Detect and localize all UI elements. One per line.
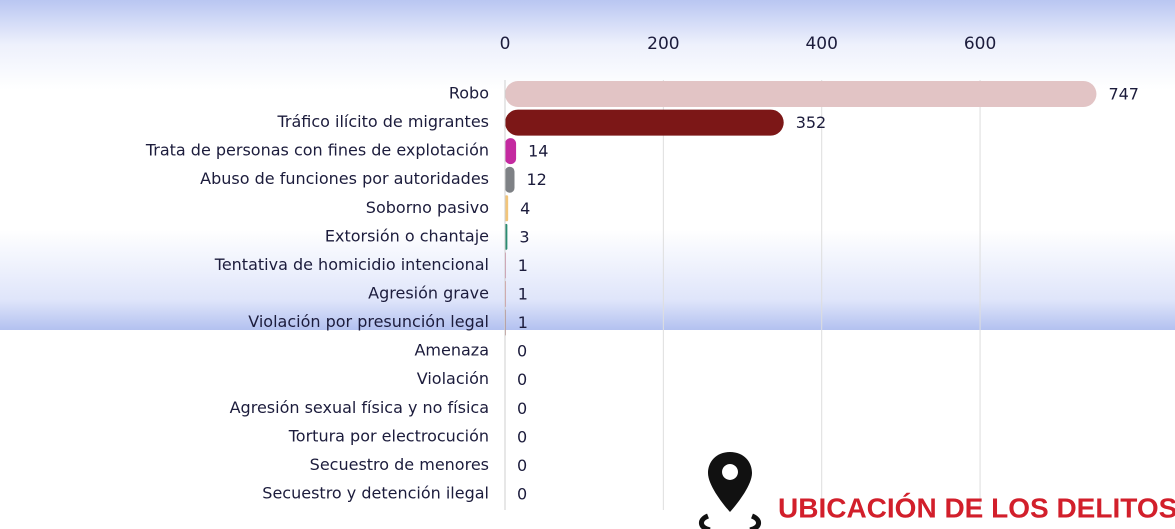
bar (505, 81, 1097, 107)
x-tick-label: 200 (647, 34, 679, 54)
bar (505, 195, 509, 222)
y-tick-label: Agresión grave (368, 283, 489, 302)
value-label: 0 (517, 427, 527, 446)
y-tick-label: Amenaza (414, 341, 489, 360)
value-label: 4 (520, 199, 530, 218)
value-label: 0 (517, 370, 527, 389)
value-label: 3 (519, 227, 529, 246)
background-band (0, 230, 1175, 330)
y-tick-label: Robo (449, 84, 489, 103)
y-tick-label: Extorsión o chantaje (325, 226, 489, 245)
value-label: 1 (518, 313, 528, 332)
y-tick-label: Violación (417, 369, 489, 388)
bar (505, 109, 784, 136)
x-tick-label: 600 (964, 34, 996, 54)
bar (505, 166, 515, 193)
y-tick-label: Violación por presunción legal (248, 312, 489, 331)
y-tick-label: Agresión sexual física y no física (230, 398, 489, 417)
annotation: UBICACIÓN DE LOS DELITOS (778, 492, 1175, 523)
y-tick-label: Tortura por electrocución (288, 426, 489, 445)
value-label: 0 (517, 342, 527, 361)
value-label: 0 (517, 456, 527, 475)
bar (505, 138, 517, 165)
x-tick-label: 0 (500, 34, 511, 54)
y-tick-label: Tentativa de homicidio intencional (214, 255, 489, 274)
value-label: 1 (518, 284, 528, 303)
value-label: 747 (1108, 85, 1139, 104)
value-label: 0 (517, 484, 527, 503)
value-label: 14 (528, 142, 548, 161)
value-label: 1 (518, 256, 528, 275)
y-tick-label: Secuestro de menores (310, 455, 489, 474)
bar (505, 223, 508, 250)
value-label: 0 (517, 399, 527, 418)
value-label: 12 (527, 170, 547, 189)
y-tick-label: Trata de personas con fines de explotaci… (145, 141, 489, 160)
background-band (0, 0, 1175, 90)
value-label: 352 (796, 113, 827, 132)
y-tick-label: Abuso de funciones por autoridades (200, 169, 489, 188)
y-tick-label: Secuestro y detención ilegal (262, 483, 489, 502)
y-tick-label: Soborno pasivo (366, 198, 489, 217)
y-tick-label: Tráfico ilícito de migrantes (276, 112, 489, 131)
location-pin (699, 452, 761, 529)
x-tick-label: 400 (805, 34, 837, 54)
